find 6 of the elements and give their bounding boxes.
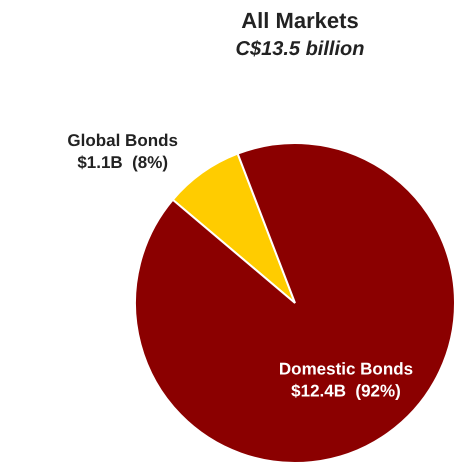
data-label: $1.1B (8%) bbox=[77, 153, 168, 172]
slice-label: Global Bonds bbox=[67, 131, 178, 150]
data-label: $12.4B (92%) bbox=[291, 382, 401, 401]
chart-subtitle: C$13.5 billion bbox=[234, 38, 366, 61]
slice-label: Domestic Bonds bbox=[278, 360, 414, 379]
chart-title: All Markets bbox=[240, 8, 360, 34]
